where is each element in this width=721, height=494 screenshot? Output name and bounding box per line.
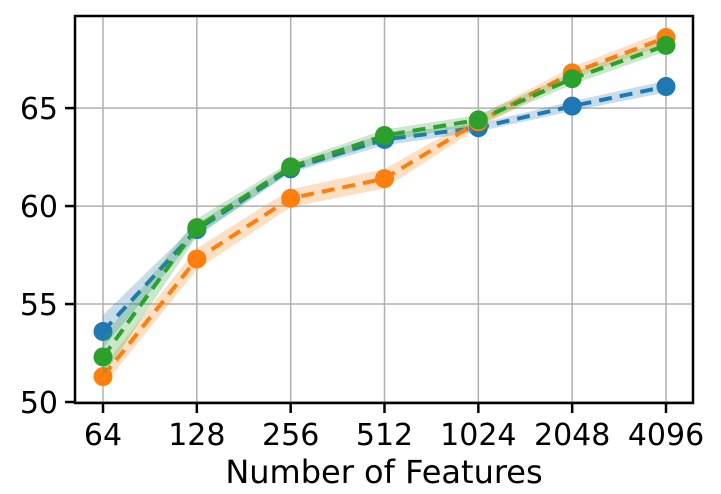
orange-series-marker bbox=[281, 188, 301, 208]
y-tick-label: 60 bbox=[20, 190, 58, 225]
x-tick-label: 1024 bbox=[440, 418, 516, 453]
y-tick-label: 65 bbox=[20, 92, 58, 127]
x-tick-label: 4096 bbox=[628, 418, 704, 453]
x-tick-label: 512 bbox=[356, 418, 413, 453]
green-series-marker bbox=[468, 110, 488, 130]
x-tick-label: 256 bbox=[262, 418, 319, 453]
blue-series-marker bbox=[562, 96, 582, 116]
green-series-marker bbox=[656, 35, 676, 55]
green-series-marker bbox=[375, 126, 394, 146]
orange-series-marker bbox=[93, 367, 113, 387]
tick-label-layer: 50 55 60 65 64 128 256 512 1024 2048 4096 bbox=[20, 92, 704, 453]
orange-series-marker bbox=[187, 249, 207, 269]
x-tick-label: 128 bbox=[168, 418, 225, 453]
x-axis-label: Number of Features bbox=[225, 453, 542, 490]
green-series-marker bbox=[281, 157, 301, 177]
y-tick-label: 55 bbox=[20, 288, 58, 323]
green-series-marker bbox=[562, 69, 582, 89]
series-layer bbox=[93, 28, 676, 387]
green-series-marker bbox=[187, 218, 207, 238]
orange-series-marker bbox=[375, 169, 394, 189]
green-series-marker bbox=[93, 347, 113, 367]
x-tick-label: 2048 bbox=[534, 418, 610, 453]
blue-series-marker bbox=[656, 77, 676, 97]
green-series-confidence-band bbox=[103, 39, 666, 377]
x-tick-label: 64 bbox=[84, 418, 122, 453]
y-tick-label: 50 bbox=[20, 386, 58, 421]
axes-layer bbox=[65, 14, 695, 413]
blue-series-marker bbox=[93, 321, 113, 341]
